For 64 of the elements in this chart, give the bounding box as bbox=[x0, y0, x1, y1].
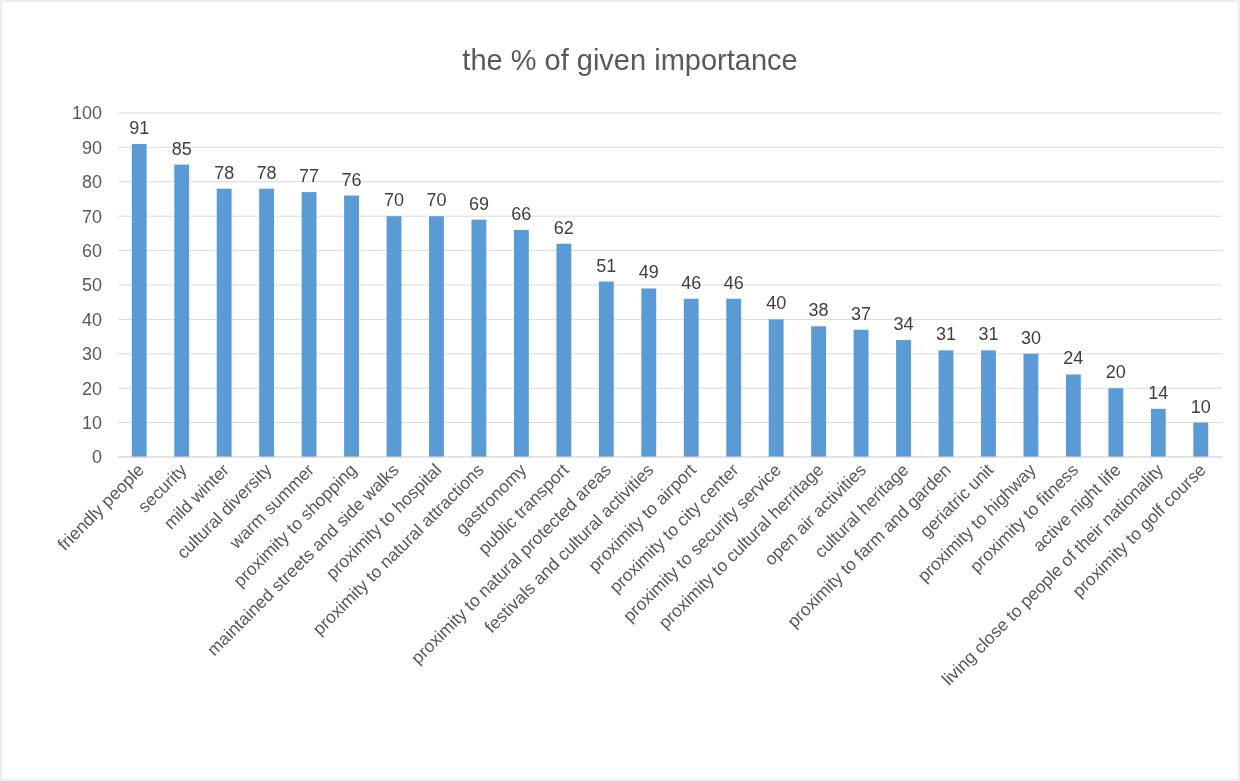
data-label: 77 bbox=[299, 166, 320, 187]
bar bbox=[1193, 422, 1209, 457]
bar bbox=[556, 243, 572, 457]
data-label: 34 bbox=[893, 314, 914, 335]
data-label: 78 bbox=[256, 162, 277, 183]
bar bbox=[471, 219, 487, 457]
bar bbox=[598, 281, 614, 457]
bar bbox=[131, 143, 147, 457]
y-tick-label: 70 bbox=[81, 206, 102, 227]
bar bbox=[344, 195, 359, 457]
data-label: 51 bbox=[596, 255, 617, 276]
bar bbox=[259, 188, 275, 457]
y-tick-label: 40 bbox=[81, 309, 102, 330]
y-tick-label: 90 bbox=[81, 137, 102, 158]
bar bbox=[896, 340, 911, 457]
data-label: 69 bbox=[468, 193, 489, 214]
data-label: 46 bbox=[723, 272, 744, 293]
data-label: 70 bbox=[383, 190, 405, 211]
data-label: 31 bbox=[935, 324, 957, 345]
data-label: 91 bbox=[129, 117, 150, 138]
bar bbox=[429, 216, 444, 457]
data-label: 31 bbox=[978, 324, 999, 345]
bar bbox=[1023, 353, 1039, 457]
bar bbox=[1065, 374, 1081, 457]
y-tick-label: 100 bbox=[71, 103, 102, 124]
bar bbox=[216, 188, 232, 457]
data-label: 40 bbox=[766, 293, 787, 314]
chart-title: the % of given importance bbox=[462, 44, 798, 76]
y-tick-label: 0 bbox=[91, 447, 102, 468]
data-label: 78 bbox=[214, 162, 235, 183]
bar bbox=[768, 319, 784, 457]
bar bbox=[301, 192, 317, 457]
data-label: 37 bbox=[851, 303, 872, 324]
y-tick-label: 50 bbox=[81, 275, 102, 296]
y-tick-label: 80 bbox=[81, 172, 102, 193]
bar bbox=[853, 329, 869, 457]
y-tick-label: 20 bbox=[81, 378, 102, 399]
data-label: 38 bbox=[808, 300, 829, 321]
bar bbox=[683, 298, 699, 457]
data-label: 62 bbox=[553, 217, 574, 238]
bar bbox=[981, 350, 996, 457]
data-label: 76 bbox=[341, 169, 362, 190]
y-tick-label: 60 bbox=[81, 240, 102, 261]
bar bbox=[174, 164, 190, 457]
bar bbox=[1150, 408, 1166, 457]
bar bbox=[726, 298, 742, 457]
data-label: 30 bbox=[1020, 327, 1041, 348]
data-label: 49 bbox=[638, 262, 659, 283]
data-label: 70 bbox=[426, 190, 447, 211]
bar bbox=[938, 350, 954, 457]
y-tick-label: 10 bbox=[81, 412, 102, 433]
bar bbox=[386, 216, 402, 457]
data-label: 85 bbox=[171, 138, 192, 159]
y-tick-label: 30 bbox=[81, 344, 102, 365]
data-label: 14 bbox=[1148, 382, 1169, 403]
bar bbox=[811, 326, 827, 457]
data-label: 24 bbox=[1063, 348, 1084, 369]
bar bbox=[641, 288, 657, 457]
data-label: 46 bbox=[681, 272, 702, 293]
bar bbox=[1108, 388, 1124, 457]
data-label: 20 bbox=[1105, 362, 1126, 383]
bar bbox=[513, 229, 529, 457]
data-label: 66 bbox=[511, 203, 532, 224]
data-label: 10 bbox=[1190, 396, 1211, 417]
